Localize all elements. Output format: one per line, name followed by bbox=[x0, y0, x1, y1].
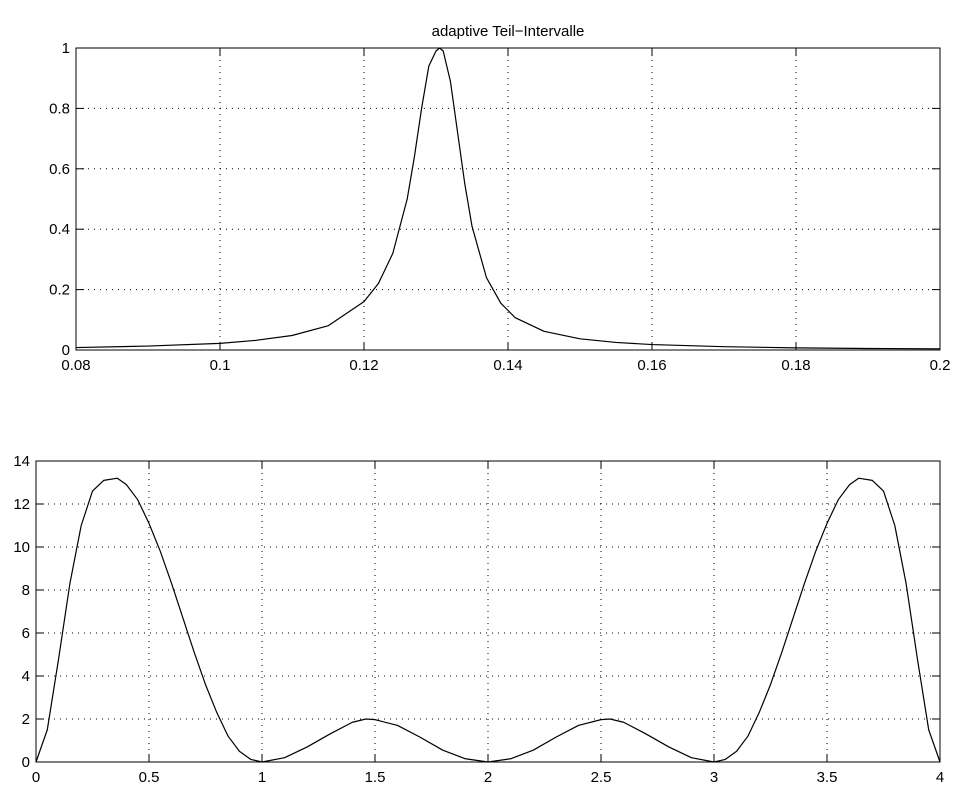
x-tick-label: 0.5 bbox=[139, 769, 160, 786]
chart-title: adaptive Teil−Intervalle bbox=[432, 23, 585, 40]
y-tick-label: 1 bbox=[62, 40, 70, 57]
x-tick-label: 0.2 bbox=[930, 357, 951, 374]
x-tick-label: 0.14 bbox=[493, 357, 522, 374]
y-tick-label: 2 bbox=[22, 711, 30, 728]
y-tick-label: 14 bbox=[13, 453, 30, 470]
y-tick-label: 8 bbox=[22, 582, 30, 599]
y-tick-label: 0.4 bbox=[49, 221, 70, 238]
x-tick-label: 0 bbox=[32, 769, 40, 786]
x-tick-label: 1 bbox=[258, 769, 266, 786]
y-tick-label: 0 bbox=[62, 342, 70, 359]
x-tick-label: 2.5 bbox=[591, 769, 612, 786]
y-tick-label: 0 bbox=[22, 754, 30, 771]
x-tick-label: 0.18 bbox=[781, 357, 810, 374]
y-tick-label: 10 bbox=[13, 539, 30, 556]
axes-frame bbox=[35, 460, 941, 763]
x-tick-label: 0.12 bbox=[349, 357, 378, 374]
x-tick-label: 0.16 bbox=[637, 357, 666, 374]
y-tick-label: 0.8 bbox=[49, 100, 70, 117]
y-tick-label: 4 bbox=[22, 668, 30, 685]
series-line bbox=[75, 47, 941, 350]
bottom-plot: 0 0.5 1 1.5 2 2.5 3 3.5 4 0 2 4 6 8 10 12 14 bbox=[13, 453, 944, 786]
y-tick-label: 6 bbox=[22, 625, 30, 642]
y-tick-label: 0.6 bbox=[49, 161, 70, 178]
x-tick-label: 2 bbox=[484, 769, 492, 786]
x-tick-label: 0.1 bbox=[210, 357, 231, 374]
x-tick-label: 3.5 bbox=[817, 769, 838, 786]
top-plot: 0.08 0.1 0.12 0.14 0.16 0.18 0.2 0 0.2 0.4 0.6 0.8 1… bbox=[49, 23, 950, 374]
x-tick-label: 0.08 bbox=[61, 357, 90, 374]
y-tick-label: 12 bbox=[13, 496, 30, 513]
axes-frame bbox=[75, 47, 941, 351]
x-tick-label: 3 bbox=[710, 769, 718, 786]
x-tick-label: 4 bbox=[936, 769, 944, 786]
x-tick-label: 1.5 bbox=[365, 769, 386, 786]
y-tick-label: 0.2 bbox=[49, 282, 70, 299]
